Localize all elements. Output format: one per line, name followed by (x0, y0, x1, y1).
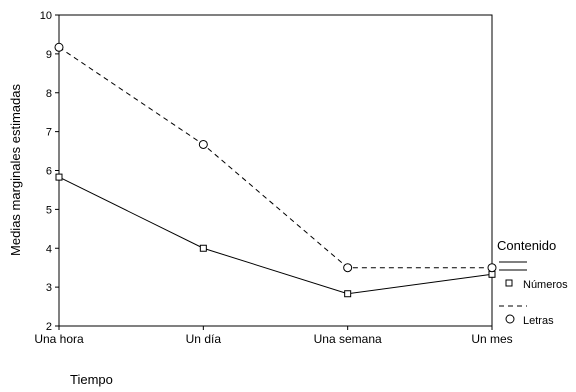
series-line (58, 176, 493, 295)
data-point-circle (54, 42, 64, 52)
x-tick-label: Un día (186, 332, 222, 346)
legend-marker-square (505, 279, 513, 287)
data-point-square (344, 290, 352, 298)
legend-label: Números (523, 279, 568, 291)
y-tick-label: 6 (46, 166, 52, 178)
y-tick-label: 4 (46, 243, 52, 255)
y-tick-label: 10 (40, 10, 52, 22)
x-tick-label: Un mes (471, 332, 512, 346)
y-tick-label: 8 (46, 88, 52, 100)
y-axis-title: Medias marginales estimadas (8, 84, 23, 256)
data-point-square (55, 173, 63, 181)
data-point-circle (487, 263, 497, 273)
y-tick-label: 7 (46, 127, 52, 139)
y-tick-label: 9 (46, 49, 52, 61)
x-axis-title: Tiempo (70, 372, 113, 387)
y-axis: 2 3 4 5 6 7 8 9 10 (40, 10, 59, 333)
data-point-circle (343, 263, 353, 273)
legend: Contenido Números Letras (497, 238, 568, 327)
y-tick-label: 3 (46, 282, 52, 294)
y-tick-label: 5 (46, 204, 52, 216)
legend-title: Contenido (497, 238, 556, 253)
x-axis: Una hora Un día Una semana Un mes (34, 326, 513, 346)
data-point-circle (198, 139, 208, 149)
plot-frame (58, 14, 493, 327)
data-point-square (488, 270, 496, 278)
x-tick-label: Una hora (34, 332, 84, 346)
x-tick-label: Una semana (314, 332, 382, 346)
legend-label: Letras (523, 315, 554, 327)
series-layer (54, 42, 497, 298)
y-tick-label: 2 (46, 321, 52, 333)
series-line (58, 46, 492, 269)
legend-marker-circle (505, 314, 515, 324)
data-point-square (199, 244, 207, 252)
